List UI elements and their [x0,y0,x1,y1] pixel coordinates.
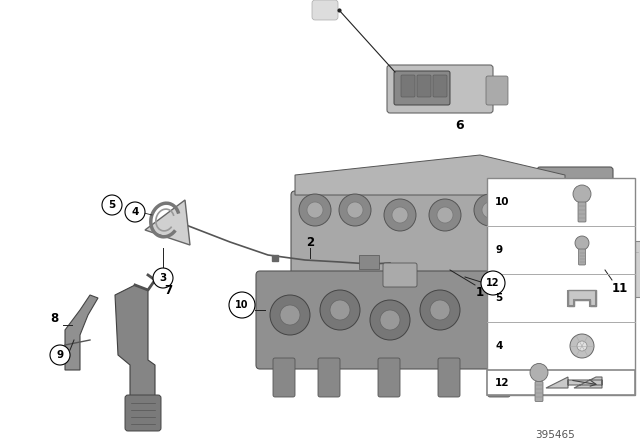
Text: 1: 1 [476,285,484,298]
FancyBboxPatch shape [359,255,379,269]
Circle shape [384,199,416,231]
FancyBboxPatch shape [578,202,586,222]
Circle shape [481,271,505,295]
FancyBboxPatch shape [604,244,628,264]
FancyBboxPatch shape [604,179,628,199]
Text: 10: 10 [495,197,509,207]
Circle shape [102,195,122,215]
Text: 12: 12 [486,278,500,288]
Circle shape [429,199,461,231]
Text: 2: 2 [306,236,314,249]
Circle shape [153,268,173,288]
Polygon shape [295,155,565,195]
FancyBboxPatch shape [487,370,635,395]
Circle shape [307,202,323,218]
FancyBboxPatch shape [579,249,586,265]
Circle shape [50,345,70,365]
Circle shape [330,300,350,320]
Circle shape [392,207,408,223]
FancyBboxPatch shape [604,209,628,229]
FancyBboxPatch shape [383,263,417,287]
Polygon shape [115,285,155,400]
FancyBboxPatch shape [312,0,338,20]
FancyBboxPatch shape [537,167,613,293]
Circle shape [482,202,498,218]
Text: 7: 7 [164,284,172,297]
FancyBboxPatch shape [553,241,640,297]
Text: 10: 10 [236,300,249,310]
Circle shape [607,257,619,269]
Circle shape [320,290,360,330]
Circle shape [299,194,331,226]
Text: 3: 3 [159,273,166,283]
Text: 6: 6 [456,119,464,132]
FancyBboxPatch shape [535,382,543,401]
FancyBboxPatch shape [438,358,460,397]
Circle shape [125,202,145,222]
Circle shape [549,179,561,191]
Text: 4: 4 [131,207,139,217]
Circle shape [573,185,591,203]
Circle shape [577,341,587,351]
FancyBboxPatch shape [487,178,635,395]
FancyBboxPatch shape [433,75,447,97]
FancyBboxPatch shape [291,191,569,274]
Circle shape [570,334,594,358]
FancyBboxPatch shape [387,65,493,113]
Text: 5: 5 [108,200,116,210]
FancyBboxPatch shape [488,358,510,397]
Text: 5: 5 [495,293,502,303]
FancyBboxPatch shape [256,271,504,369]
Text: 395465: 395465 [535,430,575,440]
FancyBboxPatch shape [486,76,508,105]
Circle shape [530,363,548,382]
Text: 9: 9 [56,350,63,360]
Text: 11: 11 [612,281,628,294]
Circle shape [549,234,561,246]
Polygon shape [65,295,98,370]
Circle shape [474,194,506,226]
Polygon shape [568,290,596,306]
Polygon shape [546,377,602,388]
Circle shape [270,295,310,335]
Circle shape [575,236,589,250]
Circle shape [347,202,363,218]
Circle shape [380,310,400,330]
Circle shape [437,207,453,223]
Text: 12: 12 [495,378,509,388]
FancyBboxPatch shape [318,358,340,397]
Circle shape [370,300,410,340]
FancyBboxPatch shape [417,75,431,97]
Circle shape [549,274,561,286]
Circle shape [430,300,450,320]
FancyBboxPatch shape [125,395,161,431]
FancyBboxPatch shape [401,75,415,97]
Circle shape [339,194,371,226]
FancyBboxPatch shape [273,358,295,397]
Circle shape [420,290,460,330]
Polygon shape [145,200,190,245]
Text: 9: 9 [495,245,502,255]
Circle shape [280,305,300,325]
Text: 8: 8 [50,311,58,324]
Text: 4: 4 [495,341,502,351]
FancyBboxPatch shape [394,71,450,105]
FancyBboxPatch shape [604,274,628,294]
FancyBboxPatch shape [378,358,400,397]
Circle shape [229,292,255,318]
